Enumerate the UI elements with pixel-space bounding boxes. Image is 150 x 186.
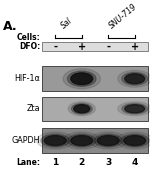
Ellipse shape: [44, 136, 66, 146]
Ellipse shape: [118, 102, 150, 116]
Text: +: +: [78, 42, 86, 52]
Text: 4: 4: [132, 158, 138, 167]
Text: Cells:: Cells:: [16, 33, 40, 42]
Ellipse shape: [116, 132, 150, 149]
FancyBboxPatch shape: [42, 128, 148, 153]
FancyBboxPatch shape: [42, 97, 148, 121]
Text: SNU-719: SNU-719: [108, 2, 139, 31]
Ellipse shape: [63, 69, 100, 89]
FancyBboxPatch shape: [42, 42, 148, 52]
Ellipse shape: [122, 103, 148, 114]
Ellipse shape: [71, 103, 92, 114]
Ellipse shape: [97, 136, 119, 146]
Ellipse shape: [41, 134, 70, 147]
Ellipse shape: [68, 134, 96, 147]
Text: 3: 3: [105, 158, 111, 167]
Ellipse shape: [71, 73, 93, 85]
Text: Zta: Zta: [26, 104, 40, 113]
Ellipse shape: [124, 136, 146, 146]
Ellipse shape: [118, 70, 150, 87]
Text: 1: 1: [52, 158, 58, 167]
Text: Sal: Sal: [59, 16, 74, 31]
Text: -: -: [106, 42, 110, 52]
Text: +: +: [131, 42, 139, 52]
Ellipse shape: [125, 74, 145, 84]
Ellipse shape: [125, 105, 145, 113]
Ellipse shape: [68, 102, 95, 116]
Text: DFO:: DFO:: [19, 42, 40, 52]
Ellipse shape: [90, 132, 127, 149]
FancyBboxPatch shape: [42, 66, 148, 92]
Text: Lane:: Lane:: [16, 158, 40, 167]
Ellipse shape: [122, 72, 148, 85]
Text: GAPDH: GAPDH: [12, 136, 40, 145]
Ellipse shape: [68, 71, 96, 86]
Ellipse shape: [37, 132, 74, 149]
Text: A.: A.: [3, 20, 18, 33]
Text: HIF-1α: HIF-1α: [14, 74, 40, 83]
Ellipse shape: [94, 134, 123, 147]
Text: 2: 2: [79, 158, 85, 167]
Ellipse shape: [120, 134, 149, 147]
Text: -: -: [53, 42, 57, 52]
Ellipse shape: [71, 136, 93, 146]
Ellipse shape: [74, 105, 90, 113]
Ellipse shape: [63, 132, 100, 149]
